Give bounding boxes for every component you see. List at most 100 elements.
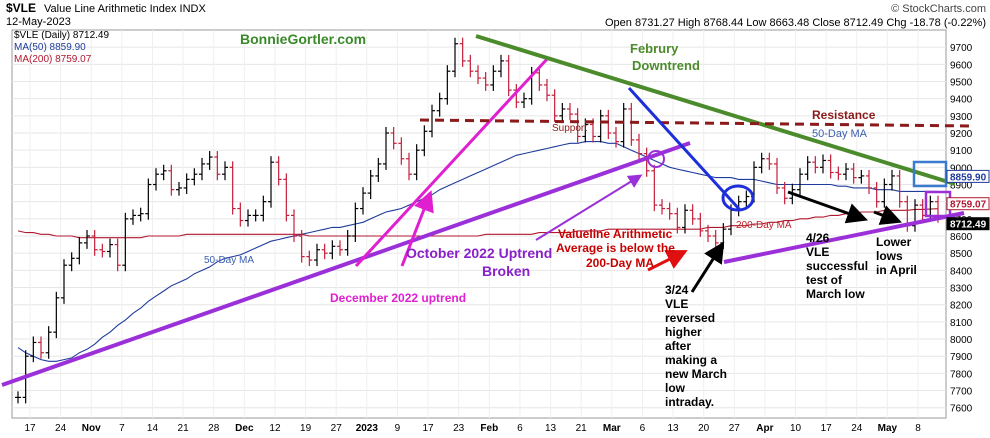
october-broken-arrow (535, 174, 643, 241)
october-uptrend-line (1, 141, 691, 387)
annotation-label: reversed (665, 311, 715, 325)
y-tick-label: 8900 (950, 181, 973, 192)
annotation-label: new March (665, 367, 727, 381)
x-tick-label: 27 (729, 423, 741, 434)
y-tick-label: 9000 (950, 163, 973, 174)
april-lows-line (723, 211, 965, 264)
x-tick-label: 7 (119, 423, 125, 434)
y-tick-label: 8200 (950, 301, 973, 312)
annotation-label: after (665, 339, 691, 353)
annotation-label: Februry (630, 41, 679, 56)
x-tick-label: Mar (603, 423, 621, 434)
x-tick-label: 17 (24, 423, 36, 434)
stockcharts-credit: © StockCharts.com (891, 3, 986, 15)
x-tick-label: 6 (517, 423, 523, 434)
y-tick-label: 7600 (950, 404, 973, 415)
annotation-label: 50-Day MA (204, 255, 254, 266)
x-tick-label: May (878, 423, 898, 434)
y-tick-label: 9100 (950, 146, 973, 157)
x-tick-label: 13 (545, 423, 557, 434)
x-tick-label: 17 (821, 423, 833, 434)
annotation-label: making a (665, 353, 717, 367)
x-tick-label: 27 (331, 423, 343, 434)
x-tick-label: 6 (640, 423, 646, 434)
y-tick-label: 9500 (950, 78, 973, 89)
annotation-label: March low (806, 287, 865, 301)
plot-frame (11, 29, 947, 419)
annotation-label: December 2022 uptrend (330, 291, 466, 305)
y-tick-label: 7900 (950, 352, 973, 363)
trendline-overlays (1, 34, 973, 387)
x-tick-label: Dec (235, 423, 254, 434)
x-tick-label: 24 (55, 423, 67, 434)
annotation-label: in April (876, 263, 917, 277)
march-low-arrow (690, 241, 725, 293)
resistance-line (419, 118, 973, 128)
annotation-label: 3/24 (665, 283, 689, 297)
x-tick-label: 19 (300, 423, 312, 434)
april-test-arrow (787, 190, 868, 224)
y-tick-label: 7800 (950, 369, 973, 380)
x-tick-label: Nov (82, 423, 101, 434)
x-tick-label: 14 (147, 423, 159, 434)
legend-ma50: MA(50) 8859.90 (14, 42, 86, 53)
blue-decline-line (627, 86, 742, 212)
ma200-line (17, 208, 939, 239)
right-value-label: 8859.90 (950, 172, 987, 183)
x-tick-label: 24 (851, 423, 863, 434)
annotation-label: Lower (876, 235, 912, 249)
x-tick-label: 28 (208, 423, 220, 434)
annotation-label: Support (552, 123, 587, 134)
december-arrow (400, 190, 434, 267)
symbol-title: $VLE (6, 1, 36, 15)
annotation-label: test of (806, 273, 843, 287)
x-tick-label: 21 (576, 423, 588, 434)
x-tick-label: 21 (178, 423, 190, 434)
x-tick-label: 20 (698, 423, 710, 434)
chart-date: 12-May-2023 (6, 16, 71, 28)
lower-lows-arrow (873, 205, 902, 225)
legend-ma200: MA(200) 8759.07 (14, 54, 92, 65)
y-tick-label: 8500 (950, 249, 973, 260)
index-name: Value Line Arithmetic Index INDX (44, 3, 206, 15)
annotation-label: intraday. (665, 395, 714, 409)
annotation-label: VLE (665, 297, 688, 311)
annotation-label: low (665, 381, 686, 395)
x-tick-label: 8 (915, 423, 921, 434)
price-bars (15, 37, 941, 404)
december-uptrend-line (354, 56, 550, 268)
x-tick-label: Feb (480, 423, 498, 434)
y-tick-label: 8000 (950, 335, 973, 346)
y-tick-label: 8600 (950, 232, 973, 243)
right-label-box (946, 197, 990, 211)
reversal-circle (721, 184, 755, 212)
x-tick-label: 13 (667, 423, 679, 434)
y-tick-label: 7700 (950, 387, 973, 398)
annotation-label: 50-Day MA (812, 128, 868, 140)
x-tick-label: 9 (395, 423, 401, 434)
annotation-label: Broken (482, 263, 530, 279)
y-tick-label: 9400 (950, 95, 973, 106)
annotation-label: 4/26 (806, 231, 830, 245)
annotation-label: higher (665, 325, 702, 339)
annotations: BonnieGortler.com Februry Downtrend Resista… (204, 31, 917, 409)
legend-price: $VLE (Daily) 8712.49 (14, 30, 109, 41)
x-tick-label: 23 (453, 423, 465, 434)
annotation-label: Valueline Arithmetic (558, 227, 673, 241)
annotation-label: successful (806, 259, 868, 273)
right-value-label: 8759.07 (950, 200, 987, 211)
y-tick-label: 9300 (950, 112, 973, 123)
annotation-label: lows (876, 249, 903, 263)
ma50-highlight-box (912, 160, 948, 188)
x-tick-label: 12 (269, 423, 281, 434)
annotation-label: Downtrend (632, 58, 700, 73)
annotation-label: Average is below the (556, 241, 675, 255)
right-value-label: 8712.49 (950, 220, 987, 231)
x-tick-label: 10 (790, 423, 802, 434)
annotation-label: BonnieGortler.com (240, 31, 366, 47)
x-tick-label: 17 (423, 423, 435, 434)
x-tick-label: Apr (756, 423, 773, 434)
breakdown-circle (647, 150, 665, 168)
y-tick-label: 9600 (950, 60, 973, 71)
